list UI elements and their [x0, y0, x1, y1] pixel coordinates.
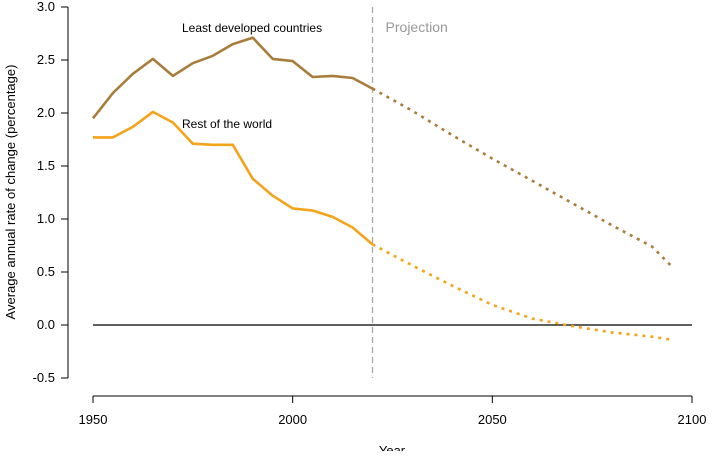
y-tick-label: -0.5: [33, 370, 55, 385]
y-tick-label: 1.5: [37, 158, 55, 173]
y-tick-label: 2.5: [37, 52, 55, 67]
x-tick-label: 1950: [79, 412, 108, 427]
annotations: Projection Least developed countries Rest …: [182, 19, 448, 131]
series-label: Rest of the world: [182, 117, 272, 131]
y-tick-label: 2.0: [37, 105, 55, 120]
y-tick-label: 3.0: [37, 0, 55, 14]
x-tick-label: 2050: [478, 412, 507, 427]
x-axis-title: Year: [379, 443, 406, 451]
series-label: Least developed countries: [182, 21, 322, 35]
projection-label: Projection: [386, 19, 448, 35]
y-tick-label: 1.0: [37, 211, 55, 226]
series-lines: [91, 36, 673, 342]
x-tick-label: 2000: [278, 412, 307, 427]
y-axis-title: Average annual rate of change (percentag…: [3, 65, 18, 320]
series-line-projection: [371, 87, 673, 268]
axes: -0.5 0.0 0.5 1.0 1.5 2.0 2.5 3.0 1950 2000 2050 210…: [33, 0, 707, 427]
y-tick-label: 0.0: [37, 317, 55, 332]
series-line-projection: [371, 243, 673, 342]
series-line-estimates: [91, 36, 374, 120]
y-tick-label: 0.5: [37, 264, 55, 279]
series-line-estimates: [93, 110, 374, 246]
x-tick-label: 2100: [678, 412, 707, 427]
